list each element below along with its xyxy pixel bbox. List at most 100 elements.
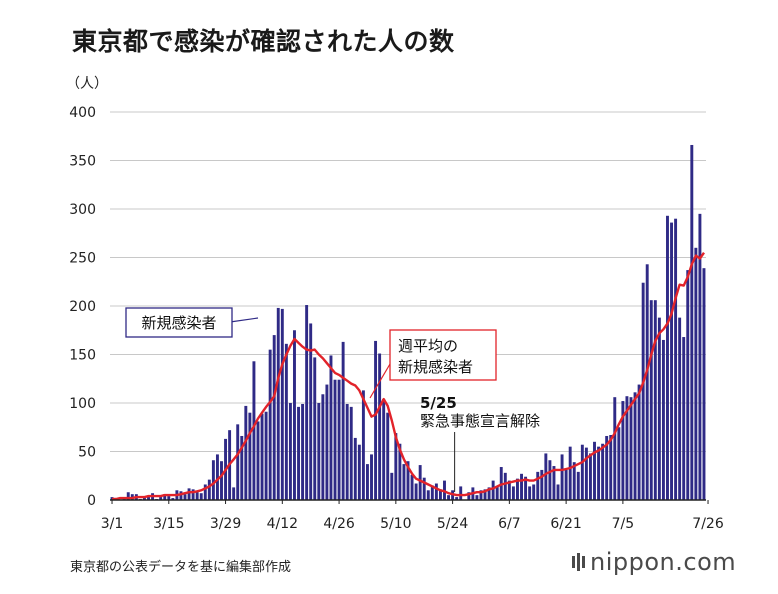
bar-series-label: 新規感染者 [141, 314, 216, 332]
bar-label-box [125, 307, 233, 338]
bar [633, 392, 637, 500]
avg-series-label-line2: 新規感染者 [398, 358, 473, 376]
bar [430, 485, 434, 500]
bar [390, 472, 394, 500]
bar [532, 484, 536, 500]
bar [690, 144, 694, 501]
bar [657, 317, 661, 500]
bar [487, 487, 491, 500]
bar [556, 484, 560, 500]
bar [288, 403, 292, 500]
bar [378, 353, 382, 500]
bar [325, 384, 329, 500]
bar [394, 433, 398, 500]
bar [528, 486, 532, 500]
event-date: 5/25 [420, 394, 457, 412]
bar [455, 497, 459, 500]
bar [629, 397, 633, 500]
bar [511, 486, 515, 500]
bar [317, 403, 321, 500]
bar [382, 399, 386, 500]
bar [163, 494, 167, 500]
bar [244, 405, 248, 500]
bar [593, 441, 596, 500]
y-tick-label: 350 [69, 154, 96, 170]
avg-label-pointer [369, 363, 391, 399]
average-line-series [112, 252, 705, 501]
bar [520, 473, 523, 500]
bar [467, 492, 471, 500]
bar [159, 497, 163, 500]
avg-label-box [389, 329, 497, 381]
logo-mark-icon [572, 551, 585, 573]
bar [686, 270, 690, 500]
bar [203, 484, 207, 500]
axes: 0 50 100 150 200 250 300 350 400 （人） 3/1 3/15 3/29 4/… [66, 76, 724, 532]
bar [548, 460, 552, 500]
bar [568, 446, 572, 500]
bar [195, 492, 199, 500]
bar [552, 466, 556, 500]
bar [232, 487, 236, 500]
bar [398, 443, 402, 500]
bar [438, 489, 442, 500]
y-axis-label: （人） [66, 76, 108, 92]
bar [475, 495, 479, 500]
bar [601, 443, 605, 500]
x-tick-label: 3/29 [210, 516, 241, 532]
bar [297, 406, 300, 500]
y-tick-label: 150 [69, 348, 96, 364]
y-tick-label: 50 [78, 445, 96, 461]
bar [576, 471, 580, 500]
bar [386, 412, 390, 500]
bar [272, 335, 276, 500]
x-tick-label: 7/5 [612, 516, 635, 532]
bar [280, 308, 284, 500]
bar [459, 486, 463, 500]
bar [240, 435, 244, 500]
bar [357, 444, 361, 500]
x-tick-label: 4/12 [267, 516, 298, 532]
bar [361, 390, 365, 500]
bar [588, 453, 592, 500]
nippon-logo[interactable]: nippon.com [572, 548, 736, 576]
y-tick-label: 200 [69, 299, 96, 315]
bar [625, 396, 629, 500]
bar [580, 444, 584, 500]
bar [370, 454, 373, 500]
event-label: 緊急事態宣言解除 [420, 412, 540, 430]
bar [495, 486, 499, 500]
bar [179, 491, 183, 500]
bar [402, 464, 406, 500]
bar [341, 341, 345, 500]
avg-series-label-line1: 週平均の [398, 337, 458, 355]
bar [349, 406, 353, 500]
bar [406, 461, 410, 500]
bar [649, 300, 653, 500]
bar [524, 476, 528, 500]
chart-title: 東京都で感染が確認された人の数 [72, 27, 455, 56]
bar [183, 494, 187, 500]
x-tick-label: 6/21 [550, 516, 581, 532]
bar [422, 477, 426, 500]
bar [597, 446, 601, 500]
bar [682, 337, 686, 500]
y-tick-label: 0 [87, 493, 96, 509]
bar [609, 435, 613, 500]
bar-label-pointer [229, 317, 259, 323]
bar [207, 479, 211, 500]
bar [147, 497, 150, 500]
bar [540, 469, 544, 500]
bar [698, 213, 702, 500]
bar [167, 496, 171, 500]
bar [503, 472, 507, 500]
bar [143, 497, 146, 500]
bar [353, 437, 357, 500]
bar [641, 282, 645, 500]
bar [260, 413, 264, 500]
bar [414, 483, 418, 500]
bar [276, 307, 280, 500]
bar [309, 323, 313, 500]
